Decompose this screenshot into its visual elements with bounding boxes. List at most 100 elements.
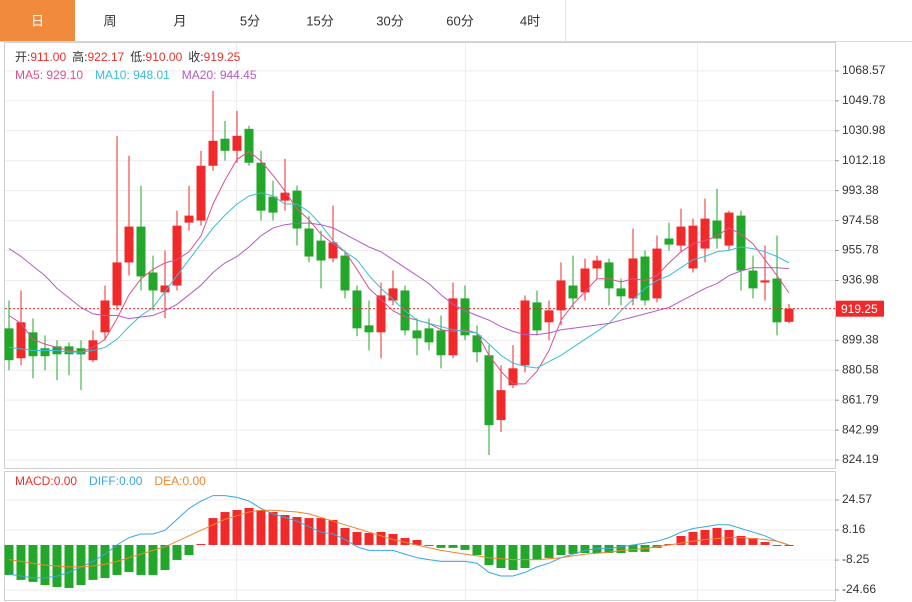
legend-separator: :	[179, 474, 182, 488]
candle-body	[196, 165, 206, 221]
tab-background[interactable]	[425, 0, 495, 41]
candle-body	[472, 335, 482, 353]
y-tick-label: 8.16	[842, 522, 866, 536]
candle-body	[772, 278, 782, 323]
macd-bar	[412, 540, 422, 545]
candle-body	[340, 255, 350, 291]
tab-background[interactable]	[285, 0, 355, 41]
macd-bar	[364, 532, 374, 545]
quote-value: 911.00	[30, 50, 66, 64]
macd-bar	[172, 544, 182, 560]
legend-name: DIFF	[89, 474, 116, 488]
candle-body	[640, 256, 650, 301]
macd-bar	[268, 512, 278, 545]
quote-label: 高:	[72, 49, 87, 64]
candle-body	[700, 218, 710, 249]
candle-body	[172, 225, 182, 286]
last-price-label: 919.25	[841, 302, 878, 316]
tab-background[interactable]	[0, 0, 75, 41]
candle-body	[40, 348, 50, 357]
macd-bar	[472, 544, 482, 556]
candle-body	[16, 322, 26, 359]
macd-bar	[532, 544, 542, 560]
macd-bar	[316, 518, 326, 545]
tab[interactable]: 月	[145, 0, 216, 41]
y-tick-label: 993.38	[842, 183, 879, 197]
y-tick-label: 974.58	[842, 213, 879, 227]
candle-body	[28, 332, 38, 357]
legend-value: 0.00	[119, 474, 143, 488]
tab-label[interactable]: 5分	[240, 13, 260, 28]
macd-bar	[676, 536, 686, 545]
legend-separator: :	[116, 474, 119, 488]
tab-background[interactable]	[355, 0, 425, 41]
tab[interactable]: 日	[0, 0, 76, 41]
macd-bar	[736, 536, 746, 545]
candle-body	[652, 248, 662, 299]
macd-panel-frame	[4, 471, 836, 601]
quote-label: 低:	[130, 50, 145, 64]
candle-body	[520, 300, 530, 366]
tab-label[interactable]: 月	[173, 13, 186, 28]
macd-bar	[688, 531, 698, 545]
y-tick-label: 1030.98	[842, 123, 886, 137]
candle-body	[688, 225, 698, 269]
legend: MACD:0.00 DIFF:0.00 DEA:0.00	[15, 474, 206, 488]
tab-label[interactable]: 15分	[306, 13, 333, 28]
tab-label[interactable]: 60分	[446, 13, 473, 28]
legend-separator: :	[40, 68, 47, 82]
macd-bar	[556, 544, 566, 556]
macd-bar	[256, 510, 266, 545]
macd-bar	[340, 527, 350, 545]
candle-body	[412, 330, 422, 339]
legend-value: 948.01	[133, 68, 170, 82]
macd-bar	[760, 542, 770, 545]
macd-line	[8, 495, 790, 579]
tab-label[interactable]: 30分	[376, 13, 403, 28]
tab-label[interactable]: 周	[103, 13, 116, 28]
macd-bar	[304, 518, 314, 545]
legend: MA5: 929.10 MA10: 948.01 MA20: 944.45	[15, 68, 257, 82]
candle-body	[496, 390, 506, 421]
candle-body	[232, 135, 242, 151]
quote-label: 开:	[15, 50, 30, 64]
tab[interactable]: 周	[75, 0, 146, 41]
macd-bar	[484, 544, 494, 566]
candle-body	[100, 300, 110, 333]
macd-bar	[616, 544, 626, 554]
macd-bar	[220, 512, 230, 545]
tab-background[interactable]	[145, 0, 215, 41]
candle-body	[712, 220, 722, 239]
tab[interactable]: 30分	[355, 0, 426, 41]
legend: 开:911.00 高:922.17 低:910.00 收:919.25	[15, 49, 241, 64]
tab-background[interactable]	[495, 0, 565, 41]
legend-name: MA10	[95, 68, 127, 82]
macd-bar	[352, 531, 362, 545]
tab[interactable]: 15分	[285, 0, 356, 41]
macd-bar	[160, 544, 170, 571]
candle-body	[448, 298, 458, 356]
y-tick-label: 955.78	[842, 243, 879, 257]
tab[interactable]: 5分	[215, 0, 286, 41]
candle-body	[328, 242, 338, 259]
tab[interactable]: 4时	[495, 0, 566, 41]
candle-body	[184, 215, 194, 223]
macd-bar	[436, 544, 446, 548]
candle-body	[352, 290, 362, 329]
candle-body	[292, 190, 302, 229]
macd-bar	[196, 544, 206, 546]
tab-background[interactable]	[215, 0, 285, 41]
legend-value: 929.10	[46, 68, 83, 82]
tab-background[interactable]	[75, 0, 145, 41]
tab[interactable]: 60分	[425, 0, 496, 41]
legend-name: DEA	[154, 474, 179, 488]
macd-bar	[376, 531, 386, 545]
quote-label: 收:	[188, 50, 203, 64]
macd-bar	[508, 544, 518, 571]
macd-bar	[496, 544, 506, 568]
legend-separator: :	[213, 68, 220, 82]
tab-label[interactable]: 4时	[520, 13, 540, 28]
tab-label[interactable]: 日	[31, 13, 44, 28]
candle-body	[664, 238, 674, 245]
